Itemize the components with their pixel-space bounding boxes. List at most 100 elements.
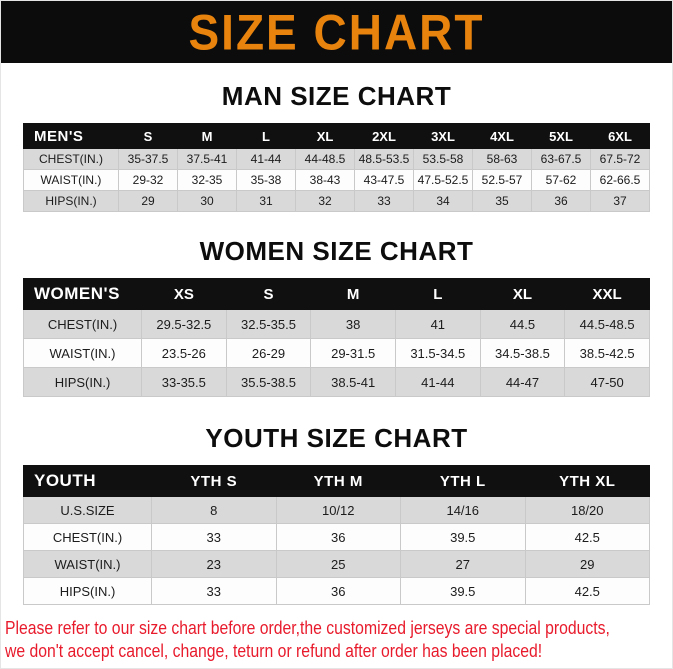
row-label-cell: WAIST(IN.) [23, 550, 152, 578]
table-title-cell: WOMEN'S [23, 278, 142, 310]
size-value-cell: 34.5-38.5 [479, 338, 566, 368]
row-label-cell: HIPS(IN.) [23, 190, 119, 212]
size-header-cell: 6XL [590, 123, 650, 149]
size-header-cell: M [310, 278, 396, 310]
size-value-cell: 34 [413, 190, 473, 212]
size-value-cell: 38 [310, 309, 396, 339]
size-header-cell: XXL [564, 278, 650, 310]
size-value-cell: 42.5 [524, 523, 650, 551]
size-value-cell: 48.5-53.5 [354, 148, 414, 170]
size-value-cell: 33 [151, 577, 277, 605]
size-value-cell: 41 [394, 309, 481, 339]
man-size-chart-heading: MAN SIZE CHART [221, 81, 452, 111]
size-value-cell: 37.5-41 [177, 148, 237, 170]
size-header-cell: S [118, 123, 178, 149]
size-header-cell: 2XL [354, 123, 414, 149]
row-label-cell: CHEST(IN.) [23, 148, 119, 170]
size-header-cell: S [225, 278, 312, 310]
size-value-cell: 10/12 [275, 496, 401, 524]
size-value-cell: 32-35 [177, 169, 237, 191]
size-header-cell: YTH S [151, 465, 277, 497]
size-header-cell: YTH M [275, 465, 401, 497]
table-row: WAIST(IN.) 23 25 27 29 [23, 550, 650, 578]
size-value-cell: 35.5-38.5 [225, 367, 312, 397]
table-header-row: WOMEN'S XS S M L XL XXL [23, 278, 650, 310]
size-value-cell: 30 [177, 190, 237, 212]
size-value-cell: 25 [275, 550, 401, 578]
size-value-cell: 29 [524, 550, 650, 578]
row-label-cell: HIPS(IN.) [23, 367, 142, 397]
size-table: WOMEN'S XS S M L XL XXL CHEST(IN.) 29.5-32.5 32.5… [23, 278, 650, 397]
size-value-cell: 33-35.5 [141, 367, 227, 397]
size-value-cell: 43-47.5 [354, 169, 414, 191]
women-size-chart-heading: WOMEN SIZE CHART [199, 236, 474, 266]
size-value-cell: 39.5 [400, 523, 526, 551]
size-value-cell: 18/20 [524, 496, 650, 524]
size-header-cell: XL [295, 123, 355, 149]
size-value-cell: 32 [295, 190, 355, 212]
size-value-cell: 44-47 [479, 367, 566, 397]
table-row: WAIST(IN.) 23.5-26 26-29 29-31.5 31.5-34.5 34… [23, 338, 650, 368]
size-value-cell: 42.5 [524, 577, 650, 605]
table-row: U.S.SIZE 8 10/12 14/16 18/20 [23, 496, 650, 524]
size-value-cell: 57-62 [531, 169, 591, 191]
size-value-cell: 38.5-41 [310, 367, 396, 397]
size-value-cell: 41-44 [394, 367, 481, 397]
row-label-cell: U.S.SIZE [23, 496, 152, 524]
size-value-cell: 31.5-34.5 [394, 338, 481, 368]
size-value-cell: 35-37.5 [118, 148, 178, 170]
size-value-cell: 8 [151, 496, 277, 524]
row-label-cell: WAIST(IN.) [23, 169, 119, 191]
size-header-cell: 4XL [472, 123, 532, 149]
size-value-cell: 29-31.5 [310, 338, 396, 368]
row-label-cell: CHEST(IN.) [23, 523, 152, 551]
size-value-cell: 39.5 [400, 577, 526, 605]
size-header-cell: YTH L [400, 465, 526, 497]
size-value-cell: 29 [118, 190, 178, 212]
size-value-cell: 38.5-42.5 [564, 338, 650, 368]
row-label-cell: WAIST(IN.) [23, 338, 142, 368]
size-value-cell: 67.5-72 [590, 148, 650, 170]
size-value-cell: 36 [275, 577, 401, 605]
table-row: HIPS(IN.) 33 36 39.5 42.5 [23, 577, 650, 605]
table-title-cell: MEN'S [23, 123, 119, 149]
size-value-cell: 58-63 [472, 148, 532, 170]
size-value-cell: 47.5-52.5 [413, 169, 473, 191]
size-value-cell: 23.5-26 [141, 338, 227, 368]
size-header-cell: XS [141, 278, 227, 310]
table-header-row: YOUTH YTH S YTH M YTH L YTH XL [23, 465, 650, 497]
size-value-cell: 63-67.5 [531, 148, 591, 170]
table-title-cell: YOUTH [23, 465, 152, 497]
size-header-cell: L [236, 123, 296, 149]
title-banner: SIZE CHART [1, 1, 672, 63]
row-label-cell: HIPS(IN.) [23, 577, 152, 605]
size-value-cell: 41-44 [236, 148, 296, 170]
man-size-table-container: MEN'S S M L XL 2XL 3XL 4XL 5XL 6XL CHEST(IN.) 35-37… [1, 123, 672, 212]
size-value-cell: 62-66.5 [590, 169, 650, 191]
size-value-cell: 47-50 [564, 367, 650, 397]
size-header-cell: 3XL [413, 123, 473, 149]
size-value-cell: 29.5-32.5 [141, 309, 227, 339]
page-title: SIZE CHART [188, 3, 485, 61]
size-value-cell: 33 [354, 190, 414, 212]
size-value-cell: 38-43 [295, 169, 355, 191]
size-value-cell: 33 [151, 523, 277, 551]
size-value-cell: 27 [400, 550, 526, 578]
table-row: HIPS(IN.) 33-35.5 35.5-38.5 38.5-41 41-44 44-… [23, 367, 650, 397]
table-row: WAIST(IN.) 29-32 32-35 35-38 38-43 43-47.5 47.… [23, 169, 650, 191]
size-value-cell: 44.5 [479, 309, 566, 339]
size-header-cell: M [177, 123, 237, 149]
size-value-cell: 37 [590, 190, 650, 212]
size-header-cell: YTH XL [524, 465, 650, 497]
size-table: YOUTH YTH S YTH M YTH L YTH XL U.S.SIZE 8 10/12… [23, 465, 650, 605]
youth-size-chart-heading: YOUTH SIZE CHART [205, 423, 468, 453]
table-row: HIPS(IN.) 29 30 31 32 33 34 35 36 37 [23, 190, 650, 212]
table-header-row: MEN'S S M L XL 2XL 3XL 4XL 5XL 6XL [23, 123, 650, 149]
man-size-chart-section: MAN SIZE CHART MEN'S S M L XL 2XL 3XL 4XL 5XL 6XL… [1, 81, 672, 212]
row-label-cell: CHEST(IN.) [23, 309, 142, 339]
size-value-cell: 26-29 [225, 338, 312, 368]
size-value-cell: 14/16 [400, 496, 526, 524]
size-value-cell: 44-48.5 [295, 148, 355, 170]
size-header-cell: L [394, 278, 481, 310]
